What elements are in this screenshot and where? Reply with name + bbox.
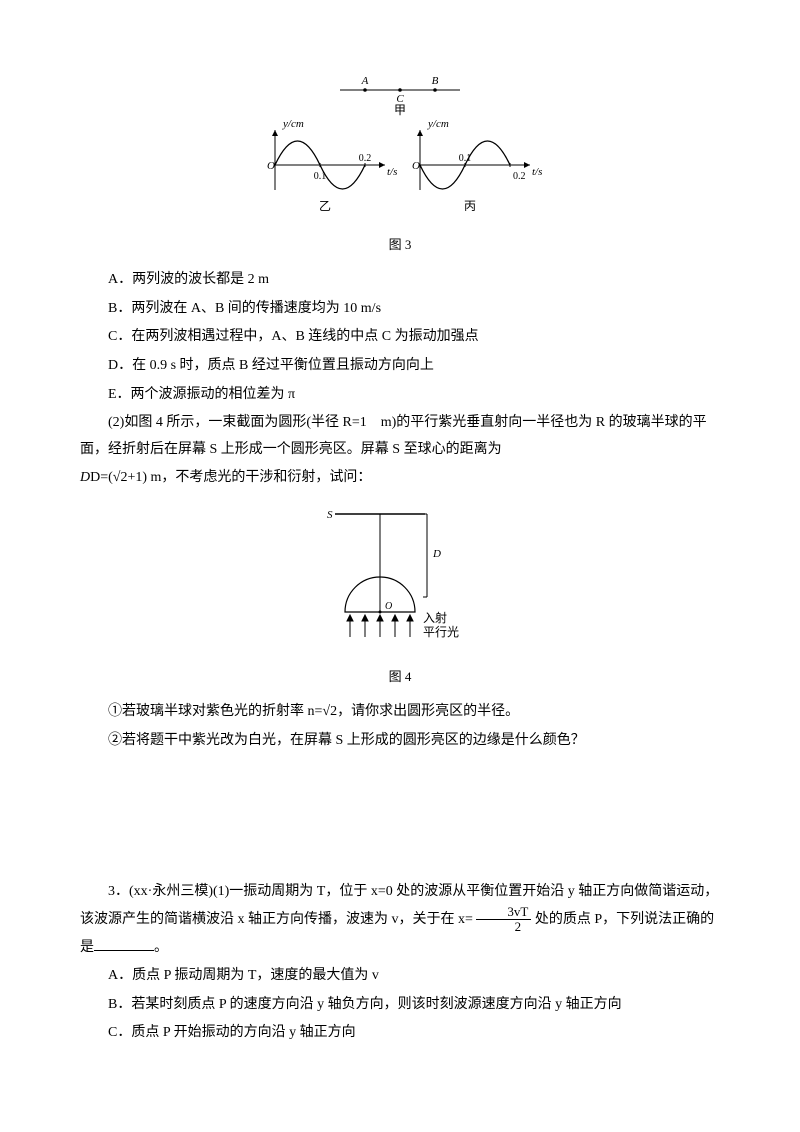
fig3-right-plot: y/cm O 0.1 0.2 t/s 丙 — [412, 118, 542, 213]
q2-part2-lead: (2)如图 4 所示，一束截面为圆形(半径 R=1 m)的平行紫光垂直射向一半径… — [80, 410, 720, 463]
label-A: A — [361, 75, 369, 87]
fig3-left-plot: y/cm O 0.1 0.2 t/s 乙 — [267, 118, 397, 213]
q2-part2-lead2: DD=(√2+1) m，不考虑光的干涉和衍射，试问： — [80, 465, 720, 492]
label-O: O — [385, 601, 392, 612]
lead2-sqrt: √2 — [113, 470, 128, 485]
q3-option-B: B．若某时刻质点 P 的速度方向沿 y 轴负方向，则该时刻波源速度方向沿 y 轴… — [80, 992, 720, 1019]
sub1-pre: ①若玻璃半球对紫色光的折射率 n= — [108, 704, 322, 719]
answer-blank — [94, 936, 154, 951]
ylabel-left: y/cm — [282, 118, 304, 130]
label-jia: 甲 — [394, 103, 406, 117]
lead2-pre: D=( — [90, 470, 113, 485]
q3-option-C: C．质点 P 开始振动的方向沿 y 轴正方向 — [80, 1020, 720, 1047]
label-B: B — [432, 75, 439, 87]
figure-3-svg: A C B 甲 y/cm O 0.1 0.2 t/s 乙 y/cm — [245, 70, 555, 220]
label-D: D — [432, 548, 441, 560]
xlabel-left: t/s — [387, 166, 397, 178]
q2-option-C: C．在两列波相遇过程中，A、B 连线的中点 C 为振动加强点 — [80, 324, 720, 351]
fig3-top: A C B 甲 — [340, 75, 460, 117]
xt2-right: 0.2 — [513, 171, 526, 182]
figure-3: A C B 甲 y/cm O 0.1 0.2 t/s 乙 y/cm — [80, 70, 720, 257]
q2-sub1: ①若玻璃半球对紫色光的折射率 n=√2，请你求出圆形亮区的半径。 — [80, 699, 720, 726]
xt2-left: 0.2 — [359, 153, 372, 164]
label-incident: 入射 — [423, 610, 447, 625]
label-bing: 丙 — [464, 199, 476, 213]
xt1-right: 0.1 — [459, 153, 472, 164]
label-yi: 乙 — [319, 199, 331, 213]
ylabel-right: y/cm — [427, 118, 449, 130]
origin-left: O — [267, 160, 275, 172]
origin-right: O — [412, 160, 420, 172]
sub1-sqrt: √2 — [322, 704, 337, 719]
lead2-suf: +1) m，不考虑光的干涉和衍射，试问： — [127, 470, 371, 485]
q2-option-E: E．两个波源振动的相位差为 π — [80, 382, 720, 409]
q2-sub2: ②若将题干中紫光改为白光，在屏幕 S 上形成的圆形亮区的边缘是什么颜色？ — [80, 728, 720, 755]
frac-num: 3vT — [476, 905, 531, 920]
frac-den: 2 — [476, 920, 531, 934]
label-S: S — [327, 509, 333, 521]
fig3-caption: 图 3 — [80, 233, 720, 258]
figure-4: S D O 入射 平行光 图 4 — [80, 502, 720, 689]
q2-option-B: B．两列波在 A、B 间的传播速度均为 10 m/s — [80, 296, 720, 323]
xt1-left: 0.1 — [314, 171, 327, 182]
figure-4-svg: S D O 入射 平行光 — [315, 502, 485, 652]
xlabel-right: t/s — [532, 166, 542, 178]
q3-tail: 。 — [154, 940, 168, 955]
q2-option-A: A．两列波的波长都是 2 m — [80, 267, 720, 294]
label-parallel: 平行光 — [423, 625, 459, 639]
q2-option-D: D．在 0.9 s 时，质点 B 经过平衡位置且振动方向向上 — [80, 353, 720, 380]
fig4-caption: 图 4 — [80, 665, 720, 690]
q3-lead: 3．(xx·永州三模)(1)一振动周期为 T，位于 x=0 处的波源从平衡位置开… — [80, 879, 720, 962]
q3-option-A: A．质点 P 振动周期为 T，速度的最大值为 v — [80, 963, 720, 990]
q3-fraction: 3vT 2 — [476, 905, 531, 935]
sub1-post: ，请你求出圆形亮区的半径。 — [337, 704, 519, 719]
spacer — [80, 757, 720, 877]
